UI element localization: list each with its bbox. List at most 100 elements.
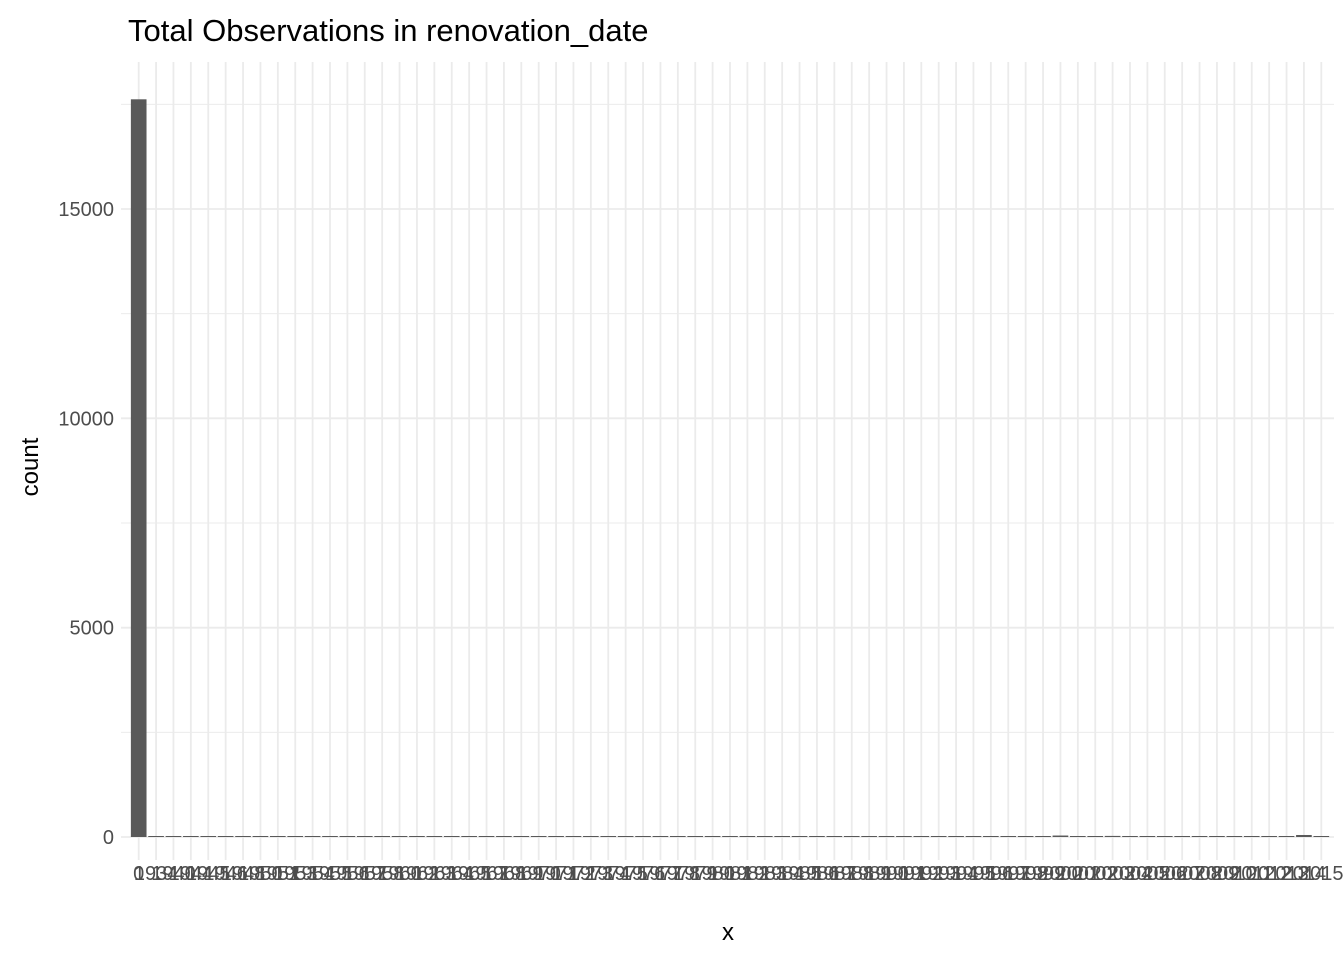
y-axis-title: count — [17, 437, 44, 496]
bar — [252, 836, 269, 837]
bar — [130, 99, 147, 838]
x-tick-label: 1993 — [916, 863, 961, 885]
x-tick-label: 1948 — [221, 863, 266, 885]
x-tick-label: 1991 — [882, 863, 927, 885]
bar — [339, 836, 356, 837]
x-tick-label: 1987 — [812, 863, 857, 885]
x-axis-title: x — [722, 919, 734, 946]
x-tick-label: 1940 — [151, 863, 196, 885]
bar — [1156, 836, 1173, 837]
bar — [356, 836, 373, 837]
x-tick-label: 1965 — [447, 863, 492, 885]
bar — [809, 836, 825, 837]
y-axis-ticks: 0 5000 10000 15000 — [58, 199, 114, 849]
bar — [583, 836, 599, 837]
x-tick-label: 1976 — [621, 863, 666, 885]
x-tick-label: 1960 — [377, 863, 422, 885]
bar — [548, 836, 564, 837]
x-tick-label: 1995 — [951, 863, 996, 885]
x-tick-label: 1953 — [273, 863, 318, 885]
x-tick-label: 1974 — [586, 863, 631, 885]
x-axis-ticks: 0193419401944194519461948195019511953195… — [133, 863, 1343, 885]
x-tick-label: 1951 — [256, 863, 301, 885]
x-tick-label: 2013 — [1264, 863, 1309, 885]
x-tick-label: 1992 — [899, 863, 944, 885]
bar — [861, 836, 877, 837]
x-tick-label: 1969 — [499, 863, 544, 885]
bar — [739, 836, 756, 837]
x-tick-label: 1983 — [743, 863, 788, 885]
x-tick-label: 1975 — [603, 863, 648, 885]
bar — [1209, 836, 1225, 837]
x-tick-label: 1934 — [134, 863, 179, 885]
x-tick-label: 1996 — [969, 863, 1014, 885]
x-tick-label: 2008 — [1177, 863, 1222, 885]
x-tick-label: 2011 — [1230, 863, 1273, 885]
bar — [409, 836, 425, 837]
bar — [600, 836, 617, 837]
x-tick-label: 1964 — [429, 863, 474, 885]
x-tick-label: 1981 — [708, 863, 753, 885]
x-tick-label: 1955 — [308, 863, 353, 885]
x-tick-label: 2000 — [1038, 863, 1083, 885]
bar — [270, 836, 286, 837]
bar — [878, 836, 895, 837]
x-tick-label: 1970 — [516, 863, 561, 885]
x-tick-label: 1962 — [395, 863, 440, 885]
x-tick-label: 2005 — [1125, 863, 1170, 885]
x-tick-label: 1973 — [569, 863, 614, 885]
bar — [1070, 836, 1086, 837]
x-tick-label: 1972 — [551, 863, 596, 885]
x-tick-label: 1979 — [673, 863, 718, 885]
bar — [1278, 836, 1295, 837]
bar — [1226, 836, 1243, 837]
bar — [965, 836, 982, 837]
bar — [1174, 836, 1190, 837]
x-tick-label: 2001 — [1056, 863, 1101, 885]
bar — [565, 836, 582, 837]
x-tick-label: 1963 — [412, 863, 457, 885]
bar — [652, 836, 669, 837]
bar — [948, 836, 964, 837]
x-tick-label: 1998 — [1003, 863, 1048, 885]
bar — [304, 836, 321, 837]
x-tick-label: 1989 — [847, 863, 892, 885]
bar — [722, 836, 738, 837]
x-tick-label: 1950 — [238, 863, 283, 885]
x-tick-label: 1956 — [325, 863, 370, 885]
x-tick-label: 2012 — [1247, 863, 1292, 885]
x-tick-label: 1994 — [934, 863, 979, 885]
x-tick-label: 1978 — [656, 863, 701, 885]
bar — [1191, 836, 1208, 837]
y-tick-label: 0 — [103, 827, 114, 849]
bar — [687, 836, 704, 837]
bar — [1035, 836, 1051, 837]
bar — [1261, 836, 1277, 837]
bar — [322, 836, 338, 837]
bar — [1139, 836, 1156, 837]
bar — [513, 836, 530, 837]
bar — [774, 836, 790, 837]
y-tick-label: 15000 — [58, 199, 114, 221]
bar — [843, 836, 860, 837]
x-tick-label: 1971 — [534, 863, 579, 885]
x-tick-label: 1997 — [986, 863, 1031, 885]
bar — [165, 836, 182, 837]
x-tick-label: 2004 — [1108, 863, 1153, 885]
x-tick-label: 1957 — [343, 863, 388, 885]
bar — [183, 836, 199, 837]
bar — [913, 836, 930, 837]
grid-lines — [121, 62, 1334, 860]
x-tick-label: 1944 — [169, 863, 214, 885]
bars — [130, 99, 1330, 838]
x-tick-label: 2014 — [1282, 863, 1327, 885]
bar — [670, 836, 686, 837]
bar — [496, 836, 512, 837]
x-tick-label: 1986 — [795, 863, 840, 885]
x-tick-label: 1967 — [464, 863, 509, 885]
bar — [287, 836, 304, 837]
bar — [756, 836, 773, 837]
x-tick-label: 1985 — [777, 863, 822, 885]
bar — [704, 836, 721, 837]
bar — [1296, 834, 1312, 837]
